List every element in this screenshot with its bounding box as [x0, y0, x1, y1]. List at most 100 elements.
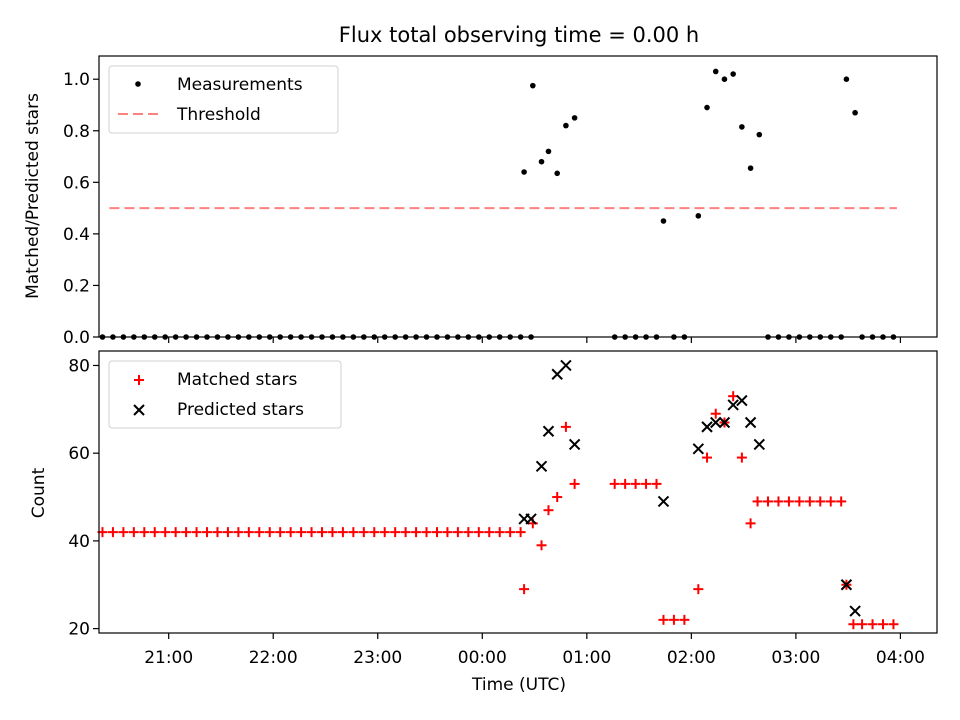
plot-frame-bottom [98, 350, 938, 634]
matched-star-point [233, 527, 244, 538]
matched-star-point [128, 527, 139, 538]
matched-star-point [815, 496, 826, 507]
y-tick-label-bottom: 80 [68, 356, 90, 376]
measurement-point [571, 115, 578, 121]
matched-star-point [736, 452, 747, 463]
matched-star-point [609, 478, 620, 489]
matched-star-point [867, 619, 878, 630]
matched-star-point [836, 496, 847, 507]
matched-star-point [857, 619, 868, 630]
matched-star-point [317, 527, 328, 538]
matched-star-point [306, 527, 317, 538]
matched-star-point [473, 527, 484, 538]
legend-label-threshold: Threshold [176, 105, 261, 125]
matched-star-point [118, 527, 129, 538]
predicted-star-point [560, 359, 572, 372]
predicted-star-point [701, 421, 713, 433]
y-ticks-bottom: 20 40 60 80 [68, 356, 99, 640]
matched-star-point [569, 478, 580, 489]
matched-star-point [505, 527, 516, 538]
x-tick-label: 23:00 [353, 648, 402, 668]
x-tick-label: 22:00 [249, 648, 298, 668]
x-axis-label: Time (UTC) [471, 675, 566, 695]
measurement-point [538, 158, 545, 165]
matched-star-point [536, 540, 547, 551]
matched-star-point [222, 527, 233, 538]
matched-star-point [149, 527, 160, 538]
matched-star-point [877, 619, 888, 630]
y-axis-label-bottom: Count [29, 467, 49, 518]
matched-star-point [337, 527, 348, 538]
measurement-point [852, 109, 858, 116]
matched-star-point [484, 527, 495, 538]
matched-star-point [442, 527, 453, 538]
matched-star-point [825, 496, 836, 507]
y-tick-label-top: 1.0 [63, 70, 90, 90]
matched-star-point [560, 421, 571, 432]
measurement-point [730, 71, 736, 77]
y-tick-label-bottom: 20 [68, 620, 90, 640]
matched-star-point [519, 584, 530, 595]
matched-star-point [693, 584, 704, 595]
predicted-star-point [525, 513, 537, 525]
matched-star-point [620, 478, 631, 489]
matched-star-point [745, 518, 756, 529]
x-tick-label: 00:00 [458, 648, 507, 668]
predicted-star-point [744, 416, 757, 429]
matched-star-point [181, 527, 192, 538]
predicted-star-point [727, 399, 739, 411]
matched-star-point [702, 452, 713, 463]
y-tick-label-bottom: 60 [68, 444, 90, 464]
plot-frame-top [98, 55, 938, 338]
matched-star-point [794, 496, 805, 507]
matched-star-point [202, 527, 213, 538]
legend-x-glyph [133, 404, 145, 416]
predicted-stars-points [518, 359, 861, 617]
x-tick-label: 04:00 [876, 648, 925, 668]
predicted-star-point [535, 460, 548, 473]
predicted-star-point [849, 605, 861, 617]
x-tick-label: 02:00 [667, 648, 716, 668]
measurement-point [563, 122, 569, 129]
matched-star-point [275, 527, 286, 538]
matched-star-point [254, 527, 265, 538]
measurement-point [660, 218, 667, 224]
predicted-star-point [718, 416, 731, 429]
matched-star-point [552, 492, 563, 503]
matched-star-point [369, 527, 380, 538]
matched-star-point [658, 614, 669, 625]
predicted-star-point [568, 438, 581, 451]
matched-star-point [139, 527, 150, 538]
matched-star-point [358, 527, 369, 538]
measurement-point [721, 76, 728, 83]
matched-star-point [888, 619, 899, 630]
matched-star-point [431, 527, 442, 538]
legend-label-measurements: Measurements [177, 75, 303, 95]
matched-star-point [641, 478, 652, 489]
measurement-point [712, 68, 719, 75]
predicted-star-point [542, 425, 555, 437]
y-ticks-top: 0.0 0.2 0.4 0.6 0.8 1.0 [63, 70, 99, 348]
y-tick-label-bottom: 40 [68, 532, 90, 552]
legend-label-matched: Matched stars [177, 370, 297, 390]
y-axis-label-top: Matched/Predicted stars [23, 93, 43, 299]
y-tick-label-top: 0.6 [63, 173, 90, 193]
ratio-panel: Matched/Predicted stars 0.0 0.2 0.4 0.6 0.8 1… [23, 55, 938, 348]
matched-star-point [327, 527, 338, 538]
matched-star-point [348, 527, 359, 538]
count-panel: Count Time (UTC) 20 40 60 80 21:00 22:00 23:0… [29, 350, 938, 695]
predicted-star-point [657, 495, 670, 508]
legend-bottom: Matched stars Predicted stars [108, 360, 342, 429]
matched-star-point [783, 496, 794, 507]
matched-star-point [170, 527, 181, 538]
matched-star-point [752, 496, 763, 507]
measurement-point [843, 76, 850, 83]
matched-star-point [264, 527, 275, 538]
measurement-point [704, 104, 710, 111]
matched-star-point [191, 527, 202, 538]
matched-star-point [773, 496, 784, 507]
matched-star-point [651, 478, 662, 489]
matched-star-point [390, 527, 401, 538]
measurement-point [747, 165, 754, 171]
x-tick-label: 03:00 [771, 648, 820, 668]
